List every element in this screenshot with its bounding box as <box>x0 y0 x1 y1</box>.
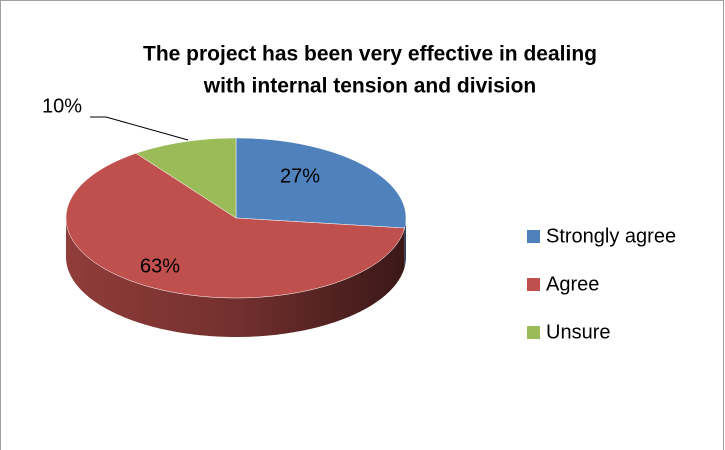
legend-label: Unsure <box>546 321 610 343</box>
slice-side <box>404 218 406 268</box>
data-label: 10% <box>42 95 82 117</box>
legend-swatch <box>527 278 540 291</box>
slice <box>235 137 407 229</box>
legend-label: Agree <box>546 273 599 295</box>
legend-label: Strongly agree <box>546 225 676 247</box>
legend-swatch <box>527 230 540 243</box>
data-label: 63% <box>140 255 180 277</box>
leader-line <box>90 116 189 141</box>
data-label: 27% <box>280 165 320 187</box>
legend-swatch <box>527 326 540 339</box>
slice <box>65 153 405 299</box>
chart-title: with internal tension and division <box>203 75 537 98</box>
slice-side <box>66 218 405 337</box>
chart-title: The project has been very effective in d… <box>143 43 597 66</box>
slice <box>135 137 237 219</box>
